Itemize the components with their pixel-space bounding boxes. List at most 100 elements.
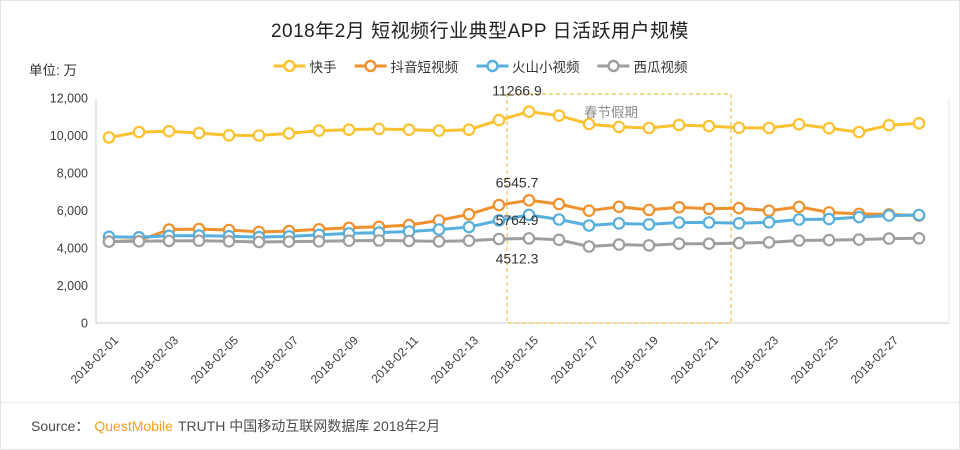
data-point-kuaishou-2018-02-22 (732, 121, 746, 135)
y-axis-tick-labels: 0 2,000 4,000 6,000 8,000 10,000 12,000 (50, 92, 88, 331)
data-point-kuaishou-2018-02-04 (192, 126, 206, 140)
legend-item-xigua[interactable]: 西瓜视频 (597, 56, 688, 76)
data-point-kuaishou-2018-02-20 (672, 118, 686, 132)
source-brand-questmobile: QuestMobile (94, 418, 173, 434)
data-point-douyin-2018-02-18 (612, 200, 626, 214)
data-point-kuaishou-2018-02-12 (432, 124, 446, 137)
svg-text:2018-02-05: 2018-02-05 (188, 333, 242, 387)
data-point-douyin-2018-02-13 (462, 208, 476, 221)
data-point-kuaishou-2018-02-14 (492, 113, 506, 127)
svg-text:2018-02-01: 2018-02-01 (68, 333, 122, 387)
data-point-douyin-2018-02-24 (792, 200, 806, 214)
svg-text:2018-02-25: 2018-02-25 (788, 333, 842, 387)
source-suffix: TRUTH 中国移动互联网数据库 2018年2月 (177, 418, 441, 434)
data-point-xigua-2018-02-25 (822, 233, 836, 247)
data-point-douyin-2018-02-22 (732, 201, 746, 215)
source-line: Source： QuestMobile TRUTH 中国移动互联网数据库 201… (1, 402, 959, 449)
legend-label-xigua: 西瓜视频 (633, 60, 688, 75)
data-point-xigua-2018-02-28 (912, 232, 926, 245)
peak-label-xigua: 4512.3 (496, 250, 539, 266)
data-point-douyin-2018-02-19 (642, 203, 656, 217)
data-point-xigua-2018-02-10 (372, 234, 386, 247)
data-point-xigua-2018-02-17 (582, 240, 596, 253)
svg-text:2018-02-13: 2018-02-13 (428, 333, 482, 387)
data-point-xigua-2018-02-16 (552, 233, 566, 247)
data-point-xigua-2018-02-23 (762, 236, 776, 249)
legend-item-kuaishou[interactable]: 快手 (273, 56, 337, 76)
data-point-huoshan-2018-02-14 (492, 214, 506, 227)
data-point-kuaishou-2018-02-09 (342, 123, 356, 136)
data-point-xigua-2018-02-13 (462, 234, 476, 247)
data-point-huoshan-2018-02-17 (582, 219, 596, 232)
line-chart: 0 2,000 4,000 6,000 8,000 10,000 12,000 2018-02… (50, 86, 950, 387)
data-point-kuaishou-2018-02-05 (222, 129, 236, 142)
data-point-kuaishou-2018-02-21 (702, 119, 716, 133)
svg-text:2018-02-03: 2018-02-03 (128, 333, 182, 387)
svg-text:0: 0 (81, 317, 88, 331)
svg-text:2018-02-11: 2018-02-11 (368, 333, 421, 386)
data-point-kuaishou-2018-02-10 (372, 122, 386, 136)
data-point-douyin-2018-02-16 (552, 197, 566, 211)
series-kuaishou (102, 105, 926, 144)
data-point-huoshan-2018-02-24 (792, 213, 806, 226)
data-point-huoshan-2018-02-27 (882, 209, 896, 222)
data-point-kuaishou-2018-02-11 (402, 123, 416, 136)
data-point-kuaishou-2018-02-17 (582, 117, 596, 131)
data-point-xigua-2018-02-03 (162, 234, 176, 248)
legend-marker-huoshan (476, 59, 508, 73)
series-xigua (102, 232, 926, 253)
data-point-xigua-2018-02-27 (882, 232, 896, 245)
legend-label-douyin: 抖音短视频 (390, 60, 459, 75)
legend-marker-xigua (597, 59, 630, 73)
x-axis-tick-labels: 2018-02-01 2018-02-03 2018-02-05 2018-02-07… (68, 333, 902, 387)
data-point-xigua-2018-02-14 (492, 232, 506, 246)
data-point-xigua-2018-02-19 (642, 239, 656, 252)
data-point-douyin-2018-02-21 (702, 202, 716, 216)
svg-text:2018-02-23: 2018-02-23 (728, 333, 782, 387)
svg-text:4,000: 4,000 (57, 242, 88, 256)
data-point-kuaishou-2018-02-02 (132, 125, 146, 139)
data-point-huoshan-2018-02-22 (732, 217, 746, 230)
data-point-kuaishou-2018-02-06 (252, 129, 266, 142)
svg-text:2018-02-27: 2018-02-27 (848, 333, 902, 387)
data-point-xigua-2018-02-04 (192, 234, 206, 247)
legend-item-huoshan[interactable]: 火山小视频 (475, 56, 580, 76)
data-point-huoshan-2018-02-16 (552, 213, 566, 226)
data-point-kuaishou-2018-02-24 (792, 118, 806, 131)
data-point-kuaishou-2018-02-23 (762, 121, 776, 135)
y-axis-unit-label: 单位: 万 (29, 63, 78, 78)
data-point-xigua-2018-02-09 (342, 234, 356, 247)
data-point-douyin-2018-02-15 (522, 194, 536, 207)
svg-text:2018-02-21: 2018-02-21 (668, 333, 722, 387)
data-point-huoshan-2018-02-15 (522, 208, 536, 222)
data-point-xigua-2018-02-08 (312, 235, 326, 248)
svg-text:8,000: 8,000 (57, 167, 88, 181)
legend-marker-kuaishou (273, 59, 306, 73)
data-point-xigua-2018-02-22 (732, 236, 746, 250)
legend-label-kuaishou: 快手 (309, 60, 337, 75)
data-point-xigua-2018-02-01 (102, 235, 116, 248)
svg-text:2018-02-07: 2018-02-07 (248, 333, 302, 387)
data-point-kuaishou-2018-02-03 (162, 124, 176, 138)
data-point-huoshan-2018-02-12 (432, 223, 446, 236)
data-point-douyin-2018-02-20 (672, 201, 686, 214)
source-prefix: Source： (31, 418, 90, 434)
legend-item-douyin[interactable]: 抖音短视频 (354, 56, 459, 76)
legend-label-huoshan: 火山小视频 (512, 60, 580, 75)
data-point-kuaishou-2018-02-28 (912, 117, 926, 130)
data-point-kuaishou-2018-02-16 (552, 109, 566, 122)
data-point-huoshan-2018-02-20 (672, 216, 686, 229)
data-point-kuaishou-2018-02-18 (612, 120, 626, 134)
peak-label-kuaishou: 11266.9 (492, 86, 542, 99)
chart-title: 2018年2月 短视频行业典型APP 日活跃用户规模 (270, 21, 690, 42)
svg-text:12,000: 12,000 (50, 92, 88, 106)
data-point-xigua-2018-02-26 (852, 233, 866, 246)
svg-text:2,000: 2,000 (57, 279, 88, 293)
data-point-kuaishou-2018-02-07 (282, 127, 296, 140)
data-point-xigua-2018-02-05 (222, 235, 236, 248)
data-point-kuaishou-2018-02-27 (882, 118, 896, 132)
legend-marker-douyin (354, 59, 387, 73)
data-point-huoshan-2018-02-25 (822, 212, 836, 226)
data-point-huoshan-2018-02-13 (462, 220, 476, 234)
